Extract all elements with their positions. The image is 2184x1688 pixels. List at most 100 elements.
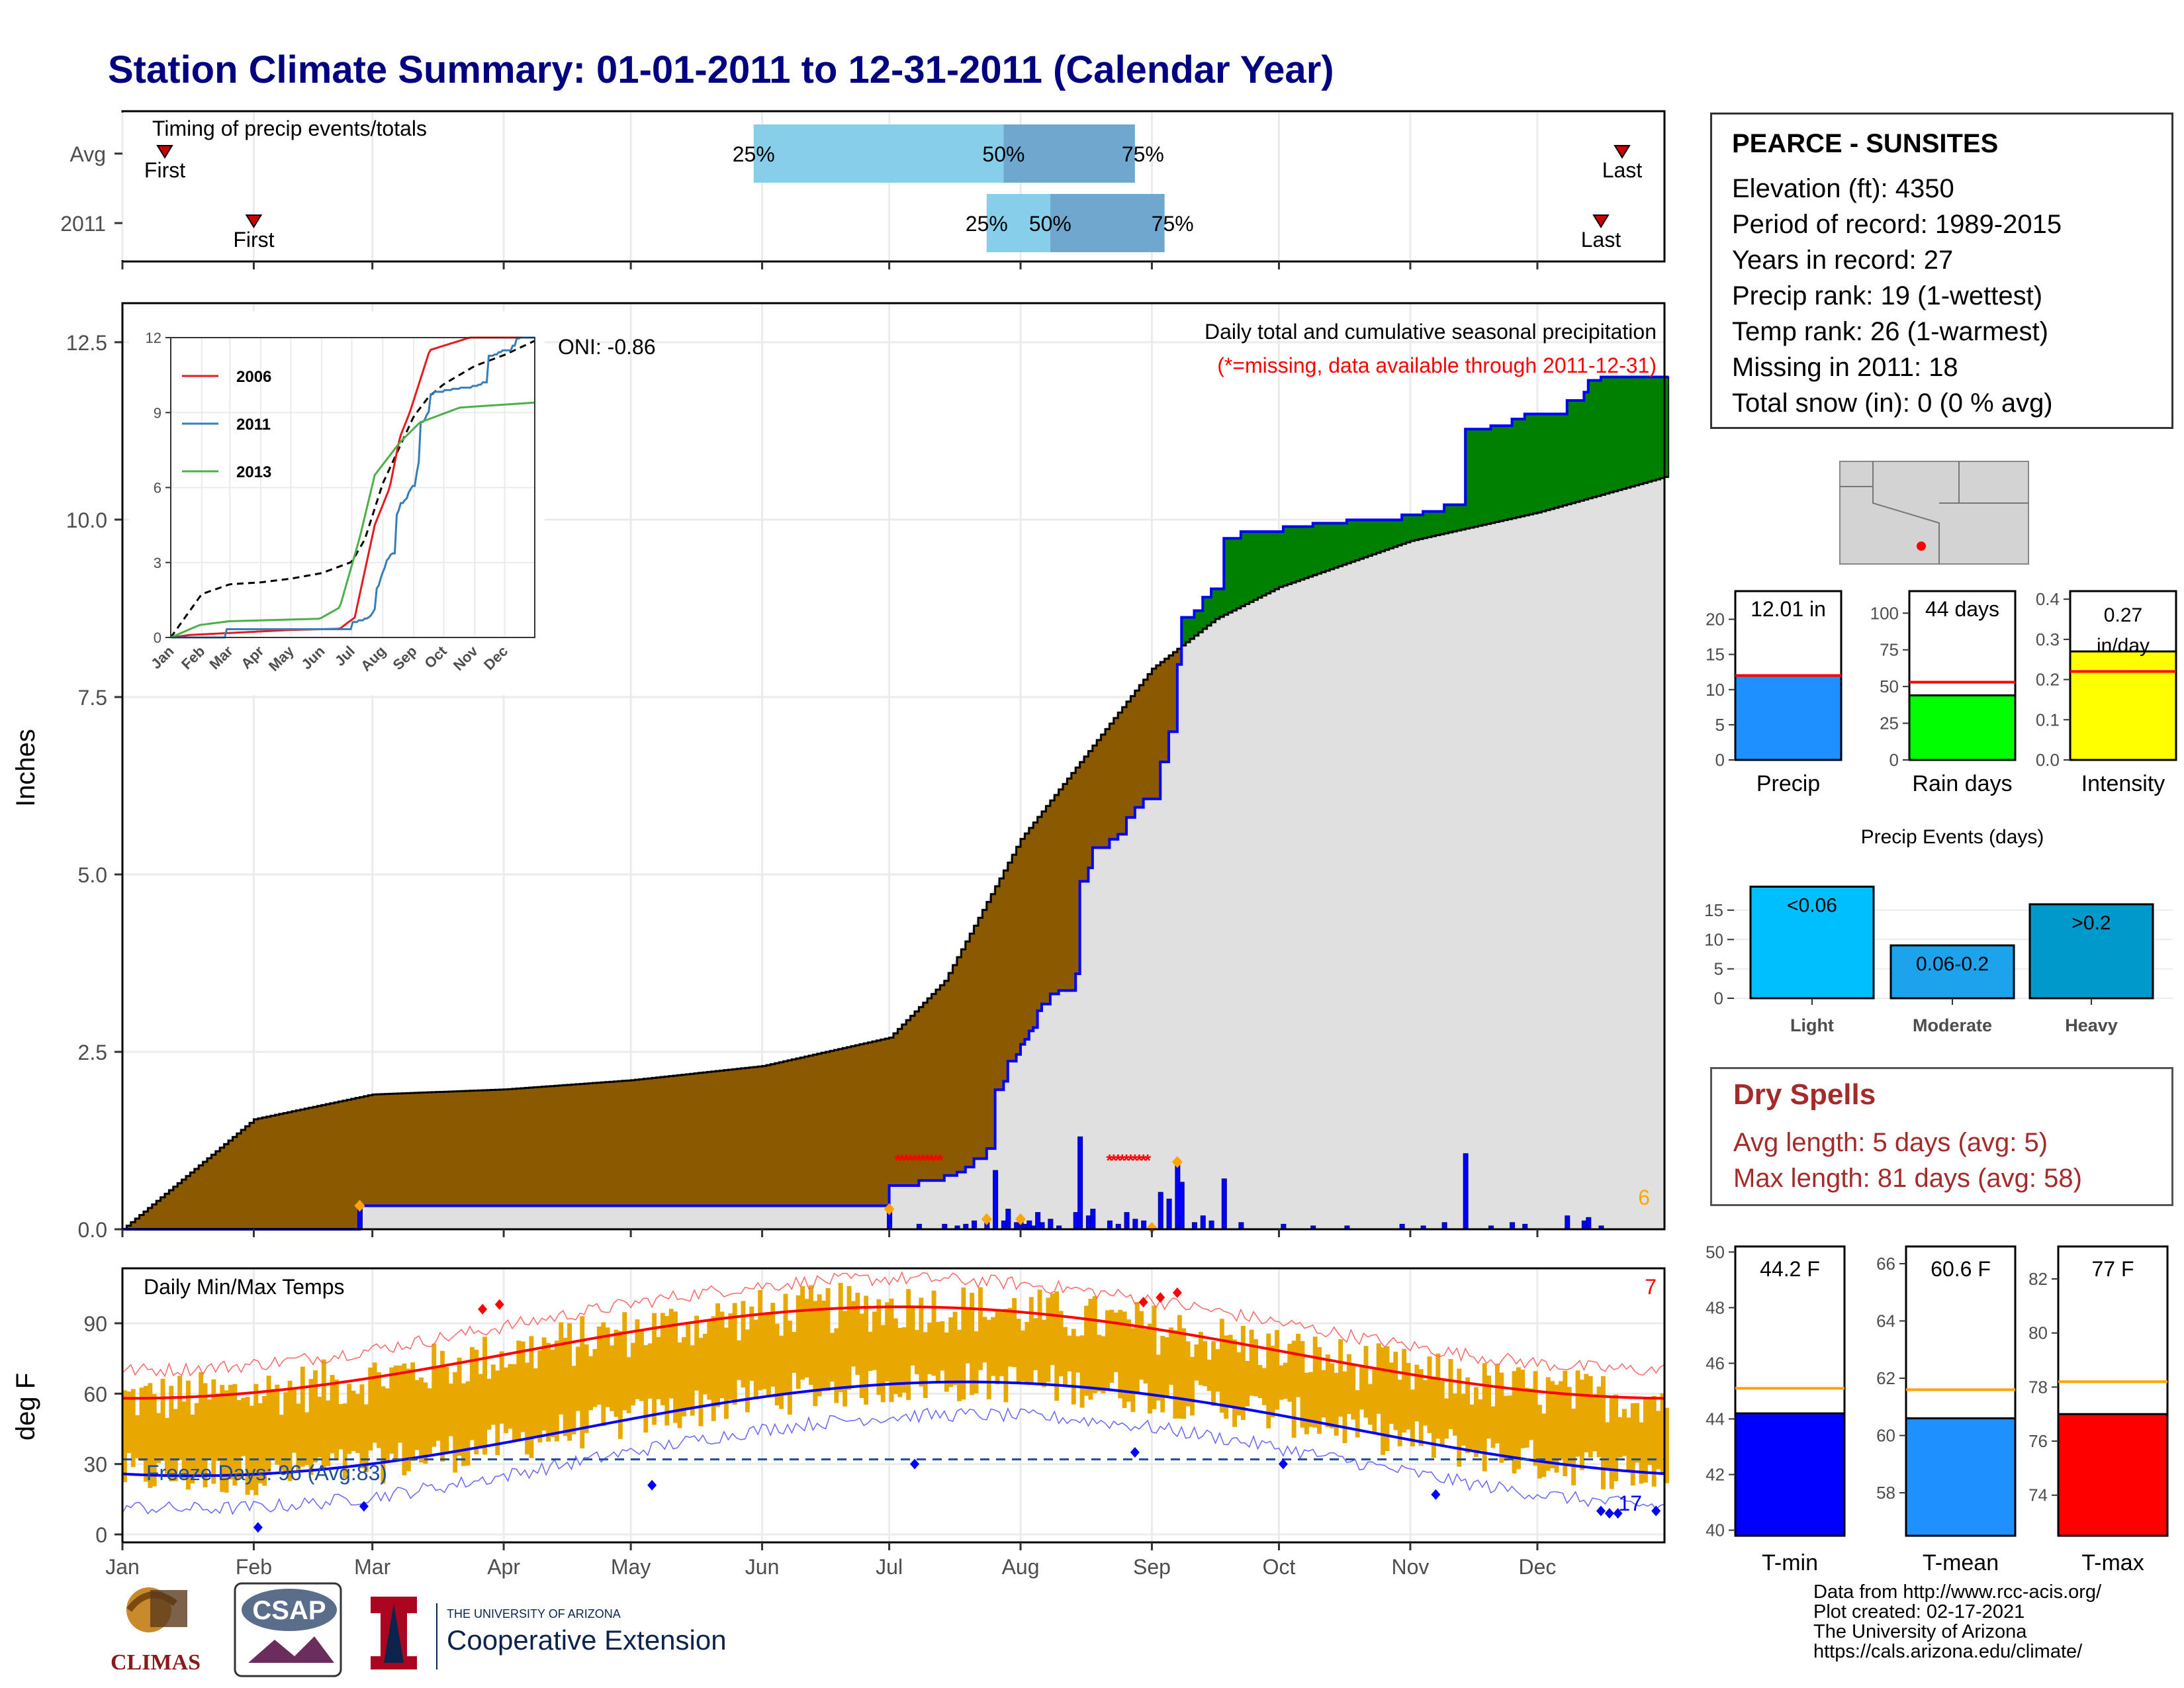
daily-temp-bar (236, 1400, 242, 1479)
dry-spells-avg: Avg length: 5 days (avg: 5) (1733, 1128, 2048, 1157)
daily-temp-bar (1414, 1364, 1420, 1422)
daily-temp-bar (1469, 1404, 1475, 1450)
summary-bar-ytick-label: 20 (1706, 610, 1725, 630)
daily-temp-bar (1494, 1364, 1500, 1444)
daily-temp-bar (448, 1383, 453, 1436)
events-bar-text: >0.2 (2071, 912, 2111, 934)
daily-temp-bar (253, 1383, 259, 1495)
missing-day-marker: * (899, 1150, 906, 1170)
daily-temp-bar (1643, 1399, 1648, 1483)
daily-temp-bar (1325, 1354, 1330, 1428)
missing-day-marker: * (936, 1150, 944, 1170)
daily-temp-bar (1300, 1341, 1305, 1428)
map-borders (1840, 461, 2028, 564)
daily-temp-bar (1363, 1346, 1369, 1418)
daily-temp-bar (1215, 1349, 1220, 1392)
daily-temp-bar (495, 1370, 500, 1456)
missing-day-marker: * (1136, 1150, 1143, 1170)
daily-temp-bar (1173, 1330, 1178, 1419)
daily-temp-bar (1423, 1380, 1428, 1426)
missing-day-marker: * (1127, 1150, 1134, 1170)
daily-temp-bar (1626, 1417, 1631, 1470)
daily-temp-bar (719, 1311, 725, 1399)
daily-temp-bar (808, 1285, 813, 1385)
daily-precip-bar (1565, 1215, 1570, 1230)
daily-temp-bar (766, 1312, 771, 1397)
normal-precip-area (122, 477, 1664, 1230)
daily-temp-bar (1143, 1329, 1148, 1383)
daily-temp-bar (398, 1365, 402, 1443)
daily-temp-bar (1156, 1354, 1161, 1401)
daily-temp-bar (787, 1321, 792, 1415)
month-label: Jul (876, 1555, 903, 1579)
daily-temp-bar (957, 1329, 962, 1401)
daily-temp-bar (1584, 1374, 1589, 1453)
daily-temp-bar (1660, 1393, 1665, 1474)
daily-temp-bar (605, 1327, 610, 1407)
daily-temp-bar (207, 1399, 212, 1460)
month-label: Dec (1519, 1555, 1557, 1579)
record-max-line (122, 1271, 1665, 1378)
record-low-marker (253, 1522, 263, 1533)
daily-temp-bar (1457, 1368, 1462, 1467)
record-high-marker (1138, 1297, 1148, 1308)
temp-summary-ytick-label: 80 (2028, 1323, 2048, 1343)
temp-summary-ytick-label: 76 (2028, 1431, 2048, 1451)
daily-temp-bar (1503, 1395, 1508, 1461)
record-low-marker (1431, 1489, 1441, 1500)
station-name: PEARCE - SUNSITES (1732, 129, 1999, 158)
daily-temp-bar (1139, 1311, 1144, 1380)
daily-temp-bar (152, 1393, 157, 1487)
daily-temp-bar (563, 1338, 568, 1436)
summary-bar-ytick-label: 100 (1870, 603, 1899, 623)
daily-temp-bar (1346, 1354, 1351, 1415)
missing-day-marker: * (1140, 1150, 1148, 1170)
oni-label: ONI: -0.86 (558, 335, 656, 359)
month-label: Apr (487, 1555, 520, 1579)
daily-temp-bar (525, 1362, 530, 1455)
daily-temp-bar (1266, 1333, 1271, 1429)
daily-precip-bar (1077, 1136, 1083, 1230)
events-bar-label: Heavy (2065, 1015, 2118, 1035)
timing-p75-label: 75% (1122, 142, 1164, 166)
daily-temp-bar (1647, 1397, 1653, 1465)
daily-temp-bar (228, 1384, 233, 1480)
daily-temp-bar (486, 1378, 492, 1430)
summary-bars: 0 5 10 15 20 12.01 in Precip 0 25 50 75 100 44 days R… (1706, 589, 2177, 796)
precip-panel: 0.02.55.07.510.012.5*********** *********… (11, 302, 1670, 1242)
daily-temp-bar (317, 1397, 322, 1458)
daily-temp-bar (813, 1301, 818, 1407)
daily-temp-bar (232, 1383, 238, 1486)
daily-temp-bar (541, 1337, 547, 1431)
daily-temp-bar (876, 1299, 882, 1395)
daily-temp-bar (126, 1391, 132, 1454)
daily-precip-bar (1238, 1222, 1244, 1230)
daily-temp-bar (1016, 1319, 1021, 1384)
temp-summary-ytick-label: 62 (1876, 1368, 1895, 1388)
daily-temp-bar (1037, 1289, 1042, 1385)
daily-temp-bar (622, 1312, 627, 1411)
daily-temp-bar (245, 1397, 250, 1495)
daily-temp-bar (1283, 1362, 1288, 1399)
temp-summary-bar (2057, 1413, 2169, 1537)
daily-temp-bar (779, 1335, 784, 1409)
temp-summary-ytick-label: 82 (2028, 1269, 2048, 1289)
events-ytick-label: 5 (1714, 959, 1723, 979)
temp-panel-title: Daily Min/Max Temps (144, 1275, 344, 1299)
daily-temp-bar (363, 1404, 369, 1473)
daily-precip-bar (1158, 1192, 1163, 1230)
daily-temp-bar (698, 1337, 704, 1427)
daily-temp-bar (889, 1298, 894, 1402)
freeze-days-label: Freeze Days: 96 (Avg:83) (146, 1461, 387, 1485)
credit-url: https://cals.arizona.edu/climate/ (1813, 1641, 2083, 1662)
inset-series-line (170, 401, 535, 639)
daily-temp-bar (1118, 1309, 1123, 1399)
daily-temp-bar (1063, 1327, 1068, 1387)
missing-day-marker: * (924, 1150, 931, 1170)
missing-day-marker: * (911, 1150, 919, 1170)
daily-temp-bar (220, 1385, 225, 1492)
daily-temp-bar (334, 1380, 339, 1460)
record-high-marker (1172, 1287, 1182, 1298)
daily-temp-bar (821, 1300, 827, 1390)
inset-legend-label: 2011 (236, 416, 271, 434)
